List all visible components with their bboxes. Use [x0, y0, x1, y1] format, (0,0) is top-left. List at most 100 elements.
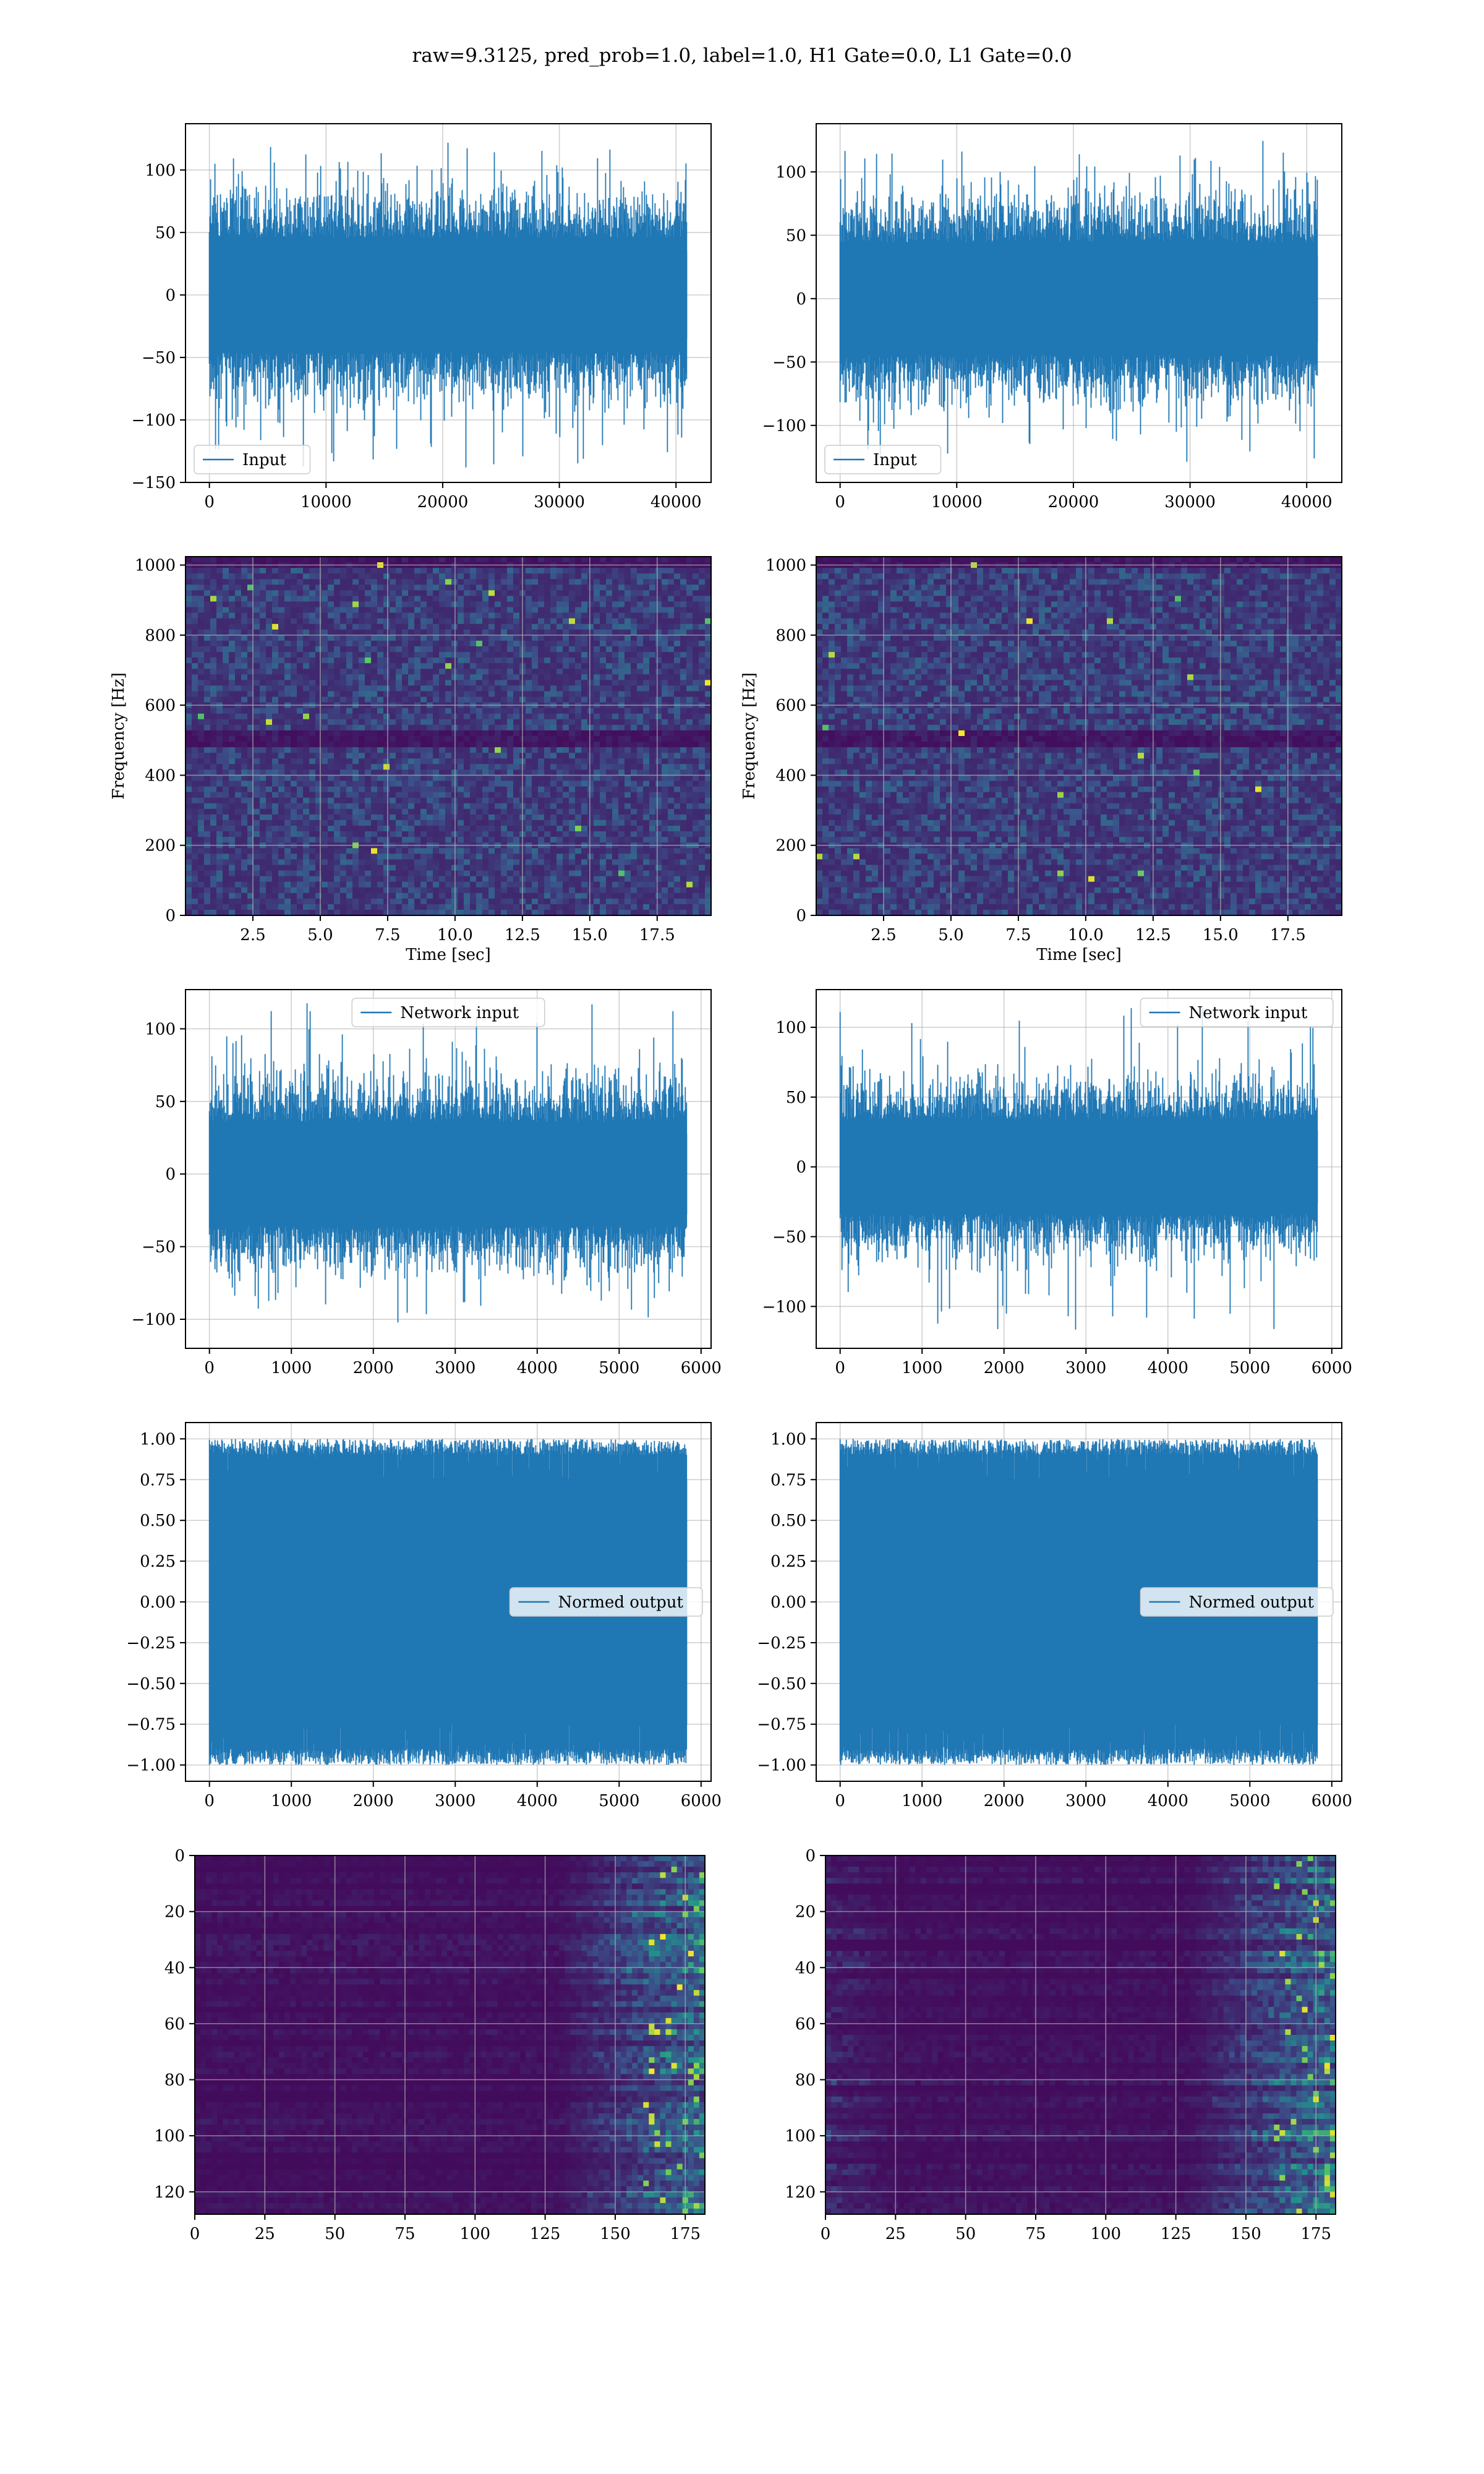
x-tick-label: 40000 — [1281, 493, 1333, 511]
y-tick-label: 40 — [164, 1959, 185, 1977]
x-tick-label: 1000 — [271, 1359, 312, 1377]
y-tick-label: 800 — [145, 627, 176, 645]
y-tick-label: 100 — [145, 1020, 176, 1038]
y-tick-label: 1000 — [765, 557, 806, 575]
y-tick-label: −0.75 — [126, 1716, 176, 1734]
x-tick-label: 4000 — [517, 1359, 558, 1377]
y-tick-label: 50 — [786, 1089, 806, 1107]
heatmap-image — [825, 1856, 1336, 2215]
x-tick-label: 5000 — [599, 1792, 639, 1810]
x-tick-label: 6000 — [681, 1359, 722, 1377]
x-tick-label: 125 — [1161, 2225, 1192, 2243]
legend: Normed output — [1141, 1588, 1334, 1616]
x-tick-label: 2000 — [353, 1792, 394, 1810]
heatmap-image — [195, 1856, 706, 2215]
x-tick-label: 3000 — [1065, 1359, 1106, 1377]
x-tick-label: 30000 — [1164, 493, 1216, 511]
x-tick-label: 2000 — [353, 1359, 394, 1377]
x-tick-label: 10.0 — [1068, 926, 1104, 944]
x-tick-label: 17.5 — [639, 926, 675, 944]
x-tick-label: 5.0 — [938, 926, 963, 944]
x-tick-label: 20000 — [1048, 493, 1099, 511]
x-tick-label: 125 — [530, 2225, 561, 2243]
x-tick-label: 1000 — [902, 1792, 942, 1810]
y-tick-label: −0.25 — [126, 1634, 176, 1653]
x-tick-label: 6000 — [681, 1792, 722, 1810]
x-tick-label: 175 — [1300, 2225, 1331, 2243]
y-tick-label: −100 — [132, 1311, 176, 1329]
y-tick-label: 0 — [165, 907, 176, 925]
figure-suptitle: raw=9.3125, pred_prob=1.0, label=1.0, H1… — [412, 45, 1072, 67]
x-tick-label: 0 — [835, 1359, 845, 1377]
x-tick-label: 100 — [1090, 2225, 1121, 2243]
y-tick-label: 80 — [164, 2071, 185, 2090]
y-tick-label: 0.50 — [770, 1512, 806, 1530]
y-tick-label: 0 — [796, 907, 806, 925]
panel-spectrogram-l1: 2.5 5.0 7.5 10.0 12.5 15.0 17.5020040060080010… — [740, 557, 1342, 964]
x-tick-label: 4000 — [517, 1792, 558, 1810]
y-tick-label: −0.50 — [757, 1675, 806, 1693]
y-tick-label: 20 — [164, 1903, 185, 1922]
x-tick-label: 7.5 — [1005, 926, 1031, 944]
legend: Network input — [352, 998, 545, 1027]
x-tick-label: 12.5 — [505, 926, 540, 944]
y-tick-label: −1.00 — [126, 1757, 176, 1775]
y-tick-label: 100 — [775, 1019, 806, 1037]
x-tick-label: 150 — [600, 2225, 631, 2243]
y-tick-label: 0 — [174, 1847, 185, 1865]
y-tick-label: 400 — [145, 766, 176, 785]
series-body — [840, 255, 1318, 341]
y-tick-label: −100 — [132, 411, 176, 430]
x-tick-label: 0 — [821, 2225, 831, 2243]
y-tick-label: 1000 — [135, 557, 176, 575]
x-tick-label: 15.0 — [1203, 926, 1239, 944]
y-tick-label: 200 — [775, 837, 806, 855]
x-tick-label: 4000 — [1148, 1359, 1188, 1377]
y-tick-label: 0.25 — [770, 1552, 806, 1571]
y-tick-label: 0.00 — [140, 1593, 176, 1612]
x-tick-label: 2.5 — [871, 926, 896, 944]
y-tick-label: −50 — [772, 1228, 806, 1246]
x-tick-label: 25 — [885, 2225, 906, 2243]
y-tick-label: 0 — [796, 290, 806, 309]
y-tick-label: 100 — [154, 2127, 185, 2146]
x-tick-label: 100 — [459, 2225, 490, 2243]
y-tick-label: 800 — [775, 627, 806, 645]
x-tick-label: 150 — [1230, 2225, 1261, 2243]
y-axis-label: Frequency [Hz] — [740, 672, 759, 800]
x-tick-label: 75 — [1025, 2225, 1046, 2243]
y-tick-label: 100 — [145, 161, 176, 180]
x-axis-label: Time [sec] — [406, 946, 491, 964]
y-tick-label: 0 — [165, 1165, 176, 1184]
x-tick-label: 2000 — [984, 1359, 1025, 1377]
y-tick-label: −50 — [142, 1238, 176, 1257]
legend-label: Normed output — [1189, 1593, 1315, 1612]
y-tick-label: 600 — [775, 696, 806, 715]
legend: Normed output — [510, 1588, 703, 1616]
x-tick-label: 15.0 — [572, 926, 608, 944]
x-tick-label: 0 — [190, 2225, 200, 2243]
panel-normed-output-h1: 0 1000 2000 3000 4000 5000 6000−1.00−0.75−0.50… — [126, 1423, 722, 1810]
heatmap-image — [186, 557, 712, 916]
y-tick-label: −50 — [142, 349, 176, 367]
x-tick-label: 30000 — [534, 493, 585, 511]
y-tick-label: −0.75 — [757, 1716, 806, 1734]
y-tick-label: 1.00 — [770, 1430, 806, 1449]
x-tick-label: 50 — [325, 2225, 345, 2243]
y-tick-label: 120 — [154, 2183, 185, 2202]
y-tick-label: −1.00 — [757, 1757, 806, 1775]
y-axis-label: Frequency [Hz] — [109, 672, 128, 800]
x-tick-label: 3000 — [435, 1359, 475, 1377]
y-tick-label: −100 — [762, 417, 806, 435]
x-tick-label: 10.0 — [437, 926, 473, 944]
y-tick-label: 0.50 — [140, 1512, 176, 1530]
x-tick-label: 2.5 — [240, 926, 265, 944]
y-tick-label: 400 — [775, 766, 806, 785]
x-tick-label: 0 — [204, 1792, 215, 1810]
x-tick-label: 5000 — [1229, 1792, 1270, 1810]
x-tick-label: 10000 — [301, 493, 352, 511]
y-tick-label: 50 — [155, 1093, 176, 1111]
y-tick-label: 40 — [795, 1959, 816, 1977]
